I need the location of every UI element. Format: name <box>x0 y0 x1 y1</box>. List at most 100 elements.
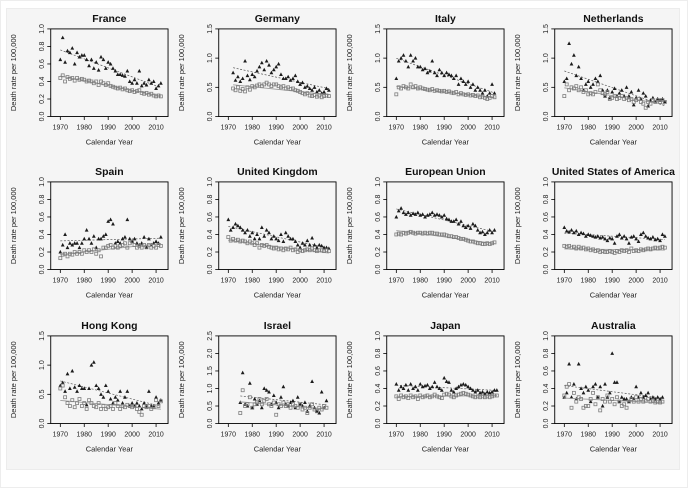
data-point-series-1 <box>65 245 70 250</box>
data-point-series-1 <box>125 388 130 393</box>
data-point-series-1 <box>454 217 459 222</box>
data-point-series-2 <box>408 82 413 87</box>
data-point-series-1 <box>418 64 423 69</box>
data-point-series-2 <box>406 86 411 91</box>
data-point-series-2 <box>430 231 435 235</box>
data-point-series-1 <box>492 228 497 232</box>
data-point-series-2 <box>591 390 595 395</box>
data-point-series-1 <box>413 384 418 388</box>
data-point-series-2 <box>468 93 473 98</box>
data-point-series-1 <box>279 72 283 76</box>
data-point-series-1 <box>408 53 413 57</box>
y-tick-label: 0.6 <box>543 366 550 376</box>
data-point-series-1 <box>466 384 471 388</box>
data-point-series-2 <box>404 232 408 236</box>
data-point-series-1 <box>84 402 89 406</box>
data-point-series-2 <box>423 231 427 235</box>
plot-box <box>50 181 169 271</box>
x-tick-label: 2000 <box>628 431 644 438</box>
data-point-series-2 <box>463 238 468 242</box>
data-point-series-2 <box>634 395 639 399</box>
data-point-series-2 <box>394 394 399 398</box>
data-point-series-2 <box>615 249 619 254</box>
data-point-series-2 <box>600 396 605 401</box>
data-point-series-1 <box>396 209 401 213</box>
y-tick-label: 0.8 <box>39 195 46 205</box>
data-point-series-1 <box>471 387 475 392</box>
x-tick-label: 1970 <box>53 278 69 285</box>
data-point-series-1 <box>463 225 468 230</box>
data-point-series-1 <box>243 58 247 63</box>
data-point-series-1 <box>259 225 264 230</box>
data-point-series-1 <box>432 70 437 75</box>
x-axis-title: Calendar Year <box>422 291 470 300</box>
data-point-series-1 <box>156 400 161 405</box>
data-point-series-1 <box>612 86 617 90</box>
x-tick-label: 1990 <box>100 278 116 285</box>
data-point-series-1 <box>631 234 636 239</box>
data-point-series-1 <box>99 237 103 241</box>
data-point-series-2 <box>156 243 161 248</box>
data-point-series-2 <box>564 384 569 389</box>
data-point-series-1 <box>130 400 135 405</box>
data-point-series-1 <box>87 386 91 390</box>
data-point-series-1 <box>394 76 399 81</box>
data-point-series-1 <box>132 237 137 241</box>
data-point-series-2 <box>662 246 667 250</box>
data-point-series-1 <box>58 57 63 62</box>
data-point-series-1 <box>137 68 142 73</box>
data-point-series-1 <box>262 67 267 72</box>
data-point-series-2 <box>641 399 646 404</box>
data-point-series-2 <box>271 82 276 87</box>
data-point-series-2 <box>562 244 567 249</box>
x-axis-title: Calendar Year <box>254 291 302 300</box>
data-point-series-1 <box>475 85 480 89</box>
data-point-series-2 <box>58 256 63 261</box>
data-point-series-1 <box>579 76 583 81</box>
data-point-series-1 <box>257 64 262 69</box>
x-tick-label: 1990 <box>436 278 452 285</box>
data-point-series-1 <box>89 241 94 246</box>
data-point-series-2 <box>89 250 94 255</box>
data-point-series-2 <box>588 248 593 253</box>
data-point-series-1 <box>617 399 622 403</box>
x-axis-title: Calendar Year <box>86 444 134 453</box>
data-point-series-1 <box>401 210 406 215</box>
data-point-series-1 <box>324 398 329 402</box>
data-point-series-1 <box>411 211 415 216</box>
data-point-series-2 <box>151 404 156 409</box>
data-point-series-1 <box>483 88 487 92</box>
y-tick-label: 1.0 <box>39 360 46 370</box>
data-point-series-1 <box>634 237 639 241</box>
data-point-series-2 <box>420 232 425 236</box>
data-point-series-1 <box>413 212 418 217</box>
y-tick-label: 0.4 <box>543 383 550 393</box>
data-point-series-2 <box>483 242 487 247</box>
x-tick-label: 1990 <box>436 124 452 131</box>
data-point-series-1 <box>449 219 454 224</box>
data-point-series-1 <box>115 72 120 76</box>
x-tick-label: 1980 <box>77 278 93 285</box>
y-tick-label: 0.6 <box>39 212 46 222</box>
data-point-series-2 <box>243 89 247 94</box>
data-point-series-2 <box>485 394 490 398</box>
data-point-series-2 <box>101 403 106 408</box>
data-point-series-1 <box>461 223 466 228</box>
data-point-series-1 <box>480 91 485 95</box>
data-point-series-2 <box>576 88 581 93</box>
data-point-series-1 <box>432 379 437 384</box>
data-point-series-1 <box>459 76 463 81</box>
data-point-series-1 <box>459 219 463 224</box>
data-point-series-2 <box>607 399 612 404</box>
data-point-series-2 <box>622 402 627 406</box>
data-point-series-1 <box>406 210 411 215</box>
data-point-series-2 <box>156 403 161 408</box>
data-point-series-2 <box>567 88 571 93</box>
data-point-series-1 <box>113 394 118 399</box>
data-point-series-2 <box>459 237 463 242</box>
data-point-series-1 <box>586 232 591 237</box>
data-point-series-1 <box>286 234 291 239</box>
data-point-series-1 <box>324 245 329 250</box>
data-point-series-2 <box>70 76 75 80</box>
data-point-series-2 <box>132 243 137 248</box>
